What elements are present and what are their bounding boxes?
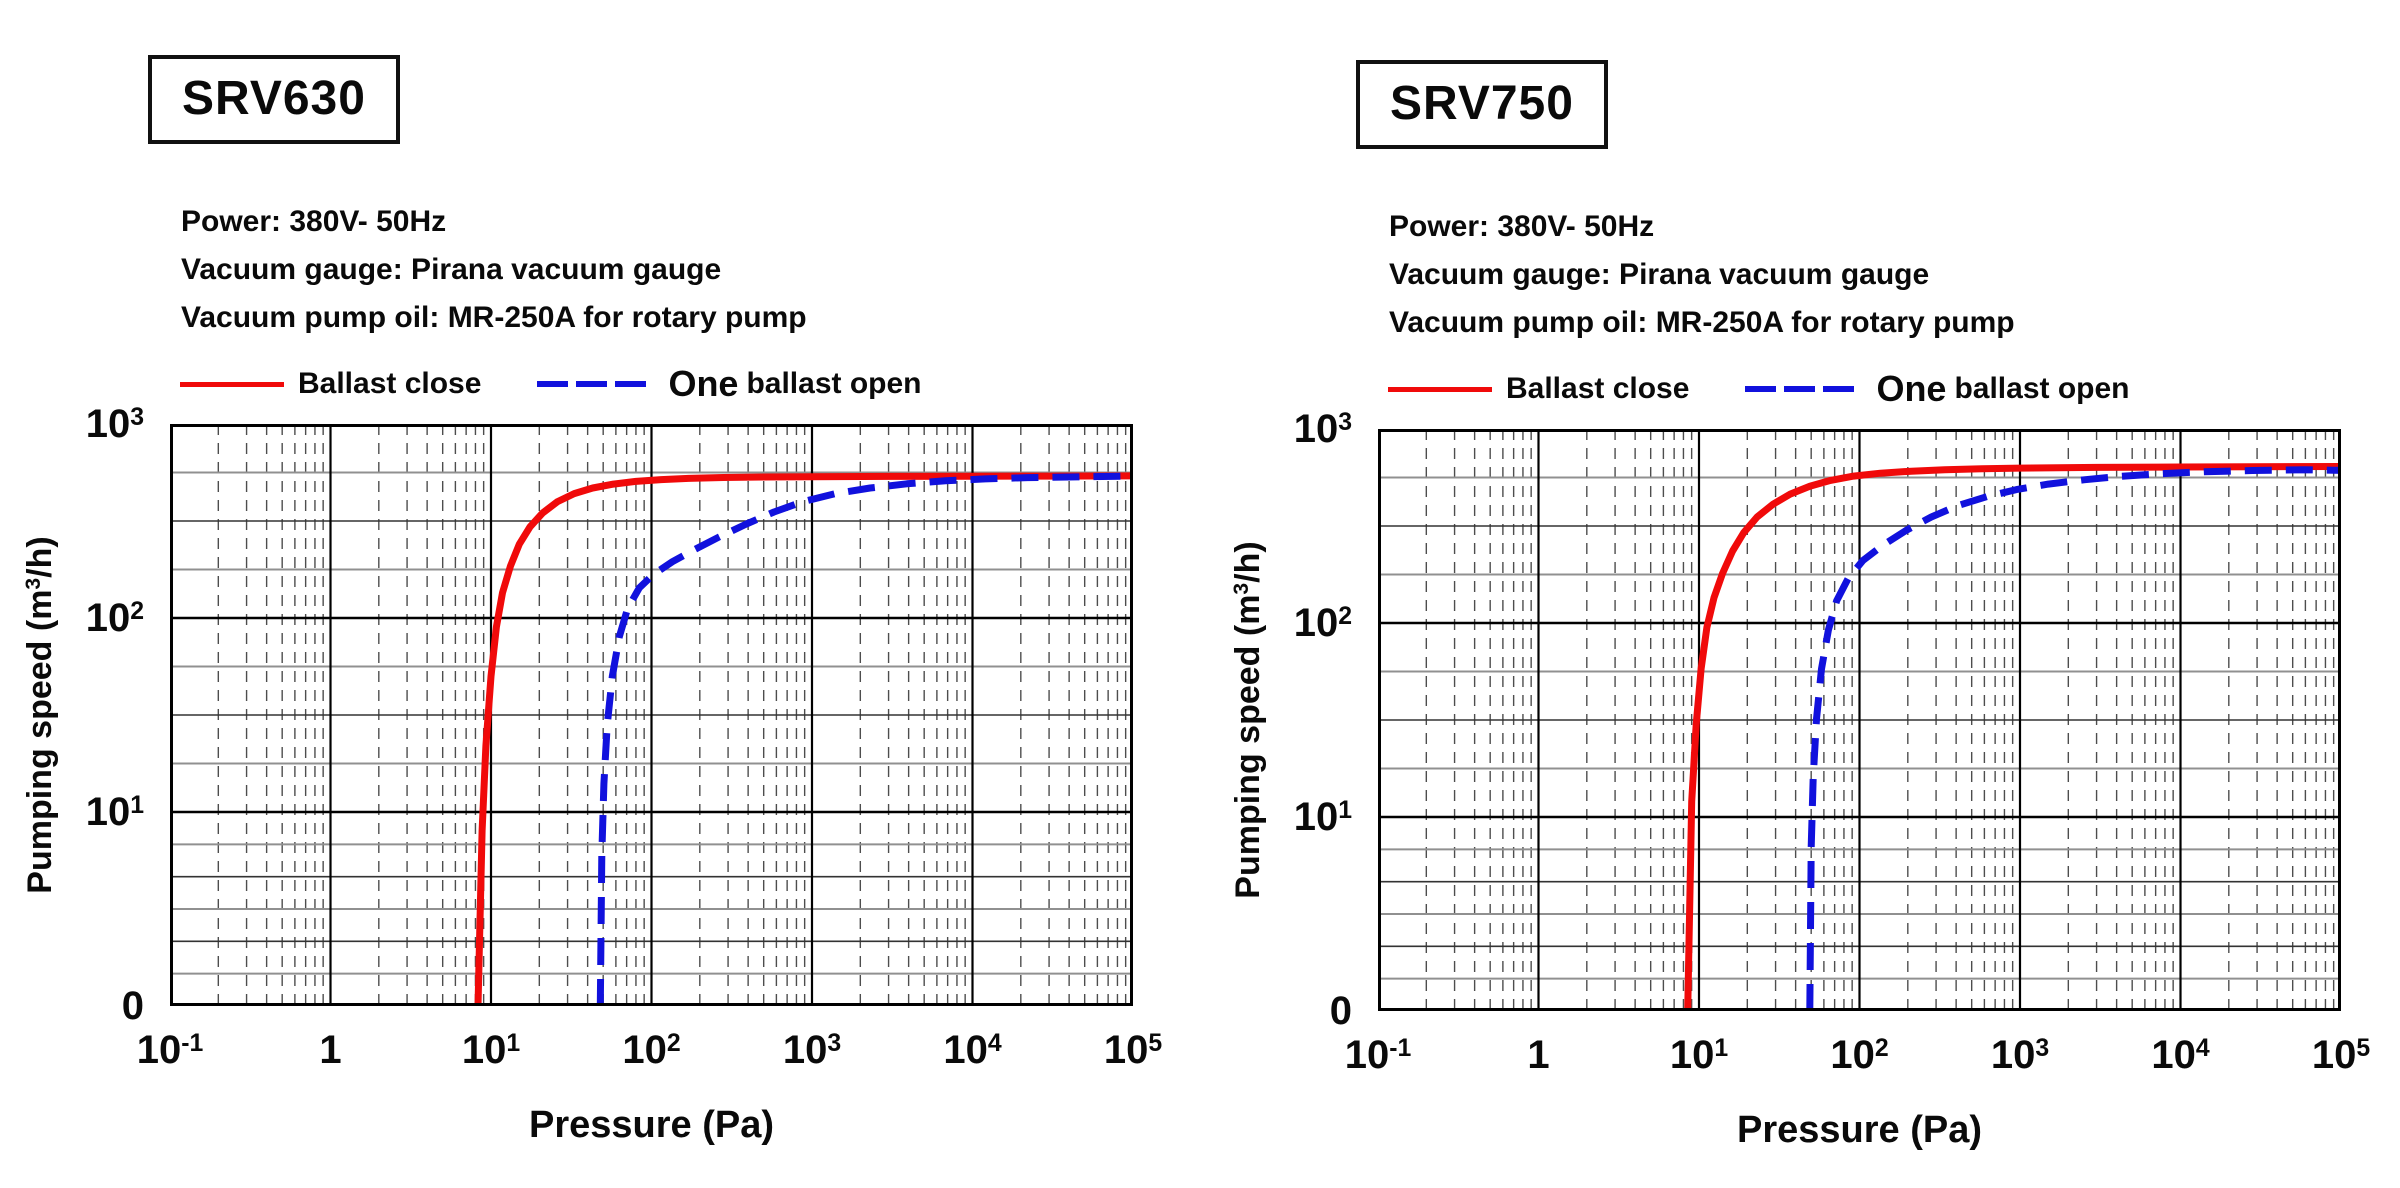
x-tick-label: 102 (1830, 1033, 1889, 1077)
legend-label-ballast-close: Ballast close (298, 367, 482, 400)
x-axis-ticks: 10-1 1 101 102 103 104 105 (137, 1024, 1162, 1084)
legend-dashed-line-swatch (1745, 386, 1862, 392)
x-axis-label: Pressure (Pa) (528, 1104, 774, 1146)
model-title-box: SRV630 (148, 55, 400, 144)
plot-area (170, 424, 1133, 1006)
legend-label-ballast-open: ballast open (746, 367, 922, 400)
spec-pump-oil: Vacuum pump oil: MR-250A for rotary pump (181, 301, 807, 334)
chart-panel-srv750: SRV750 Power: 380V- 50Hz Vacuum gauge: P… (1208, 5, 2400, 1185)
spec-vacuum-gauge: Vacuum gauge: Pirana vacuum gauge (181, 253, 722, 286)
model-title: SRV750 (1390, 77, 1574, 130)
y-axis-ticks: 103 102 101 0 (0, 402, 158, 1028)
spec-vacuum-gauge: Vacuum gauge: Pirana vacuum gauge (1389, 258, 1930, 291)
x-tick-label: 105 (1103, 1028, 1163, 1072)
legend: Ballast close One ballast open (180, 363, 922, 404)
spec-info: Power: 380V- 50Hz Vacuum gauge: Pirana v… (181, 198, 807, 342)
y-tick-label: 102 (1293, 601, 1352, 645)
curve-ballast-close (1684, 463, 2341, 1011)
legend-solid-line-swatch (180, 381, 284, 387)
chart-panel-srv630: SRV630 Power: 380V- 50Hz Vacuum gauge: P… (0, 0, 1192, 1180)
y-tick-label: 101 (85, 790, 144, 834)
x-tick-label: 10-1 (136, 1028, 204, 1072)
model-title-box: SRV750 (1356, 60, 1608, 149)
x-tick-label: 103 (1990, 1033, 2050, 1077)
curve-one-ballast-open (1806, 466, 2341, 1011)
legend-label-one: One (668, 363, 739, 404)
x-tick-label: 101 (1669, 1033, 1729, 1077)
spec-power: Power: 380V- 50Hz (181, 205, 447, 238)
x-tick-label: 104 (2151, 1033, 2210, 1077)
x-tick-label: 102 (622, 1028, 681, 1072)
y-tick-label: 0 (1329, 989, 1352, 1033)
y-tick-label: 103 (1293, 407, 1352, 451)
legend-dashed-line-swatch (537, 381, 654, 387)
legend-label-one: One (1876, 368, 1947, 409)
legend-label-ballast-open: ballast open (1954, 372, 2130, 405)
curve-ballast-close (474, 472, 1133, 1006)
y-axis-ticks: 103 102 101 0 (1208, 407, 1366, 1033)
model-title: SRV630 (182, 72, 366, 125)
x-tick-label: 101 (461, 1028, 521, 1072)
y-tick-label: 103 (85, 402, 144, 446)
legend-label-ballast-close: Ballast close (1506, 372, 1690, 405)
x-axis-label: Pressure (Pa) (1736, 1109, 1982, 1151)
x-tick-label: 103 (782, 1028, 842, 1072)
x-tick-label: 104 (943, 1028, 1002, 1072)
spec-info: Power: 380V- 50Hz Vacuum gauge: Pirana v… (1389, 203, 2015, 347)
y-tick-label: 102 (85, 596, 144, 640)
spec-pump-oil: Vacuum pump oil: MR-250A for rotary pump (1389, 306, 2015, 339)
legend-solid-line-swatch (1388, 386, 1492, 392)
x-axis-ticks: 10-1 1 101 102 103 104 105 (1345, 1029, 2370, 1089)
curve-one-ballast-open (596, 472, 1133, 1006)
x-tick-label: 1 (1527, 1033, 1550, 1077)
x-tick-label: 10-1 (1344, 1033, 1412, 1077)
plot-area (1378, 429, 2341, 1011)
spec-power: Power: 380V- 50Hz (1389, 210, 1655, 243)
x-tick-label: 105 (2311, 1033, 2371, 1077)
y-tick-label: 0 (121, 984, 144, 1028)
legend: Ballast close One ballast open (1388, 368, 2130, 409)
y-tick-label: 101 (1293, 795, 1352, 839)
x-tick-label: 1 (319, 1028, 342, 1072)
